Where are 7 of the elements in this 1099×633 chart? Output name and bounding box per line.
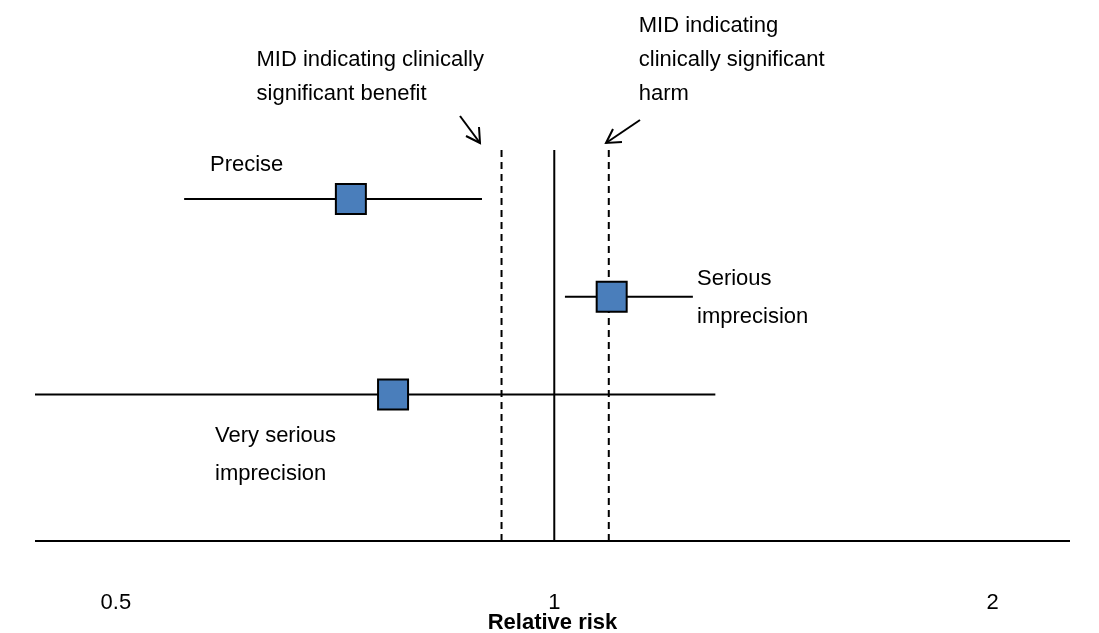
ref-line-label: MID indicating clinically significant benefit (256, 45, 485, 107)
annotation: Very serious imprecision (215, 421, 338, 487)
annotation: Serious imprecision (697, 264, 810, 330)
x-tick-label: 2 (986, 588, 999, 614)
annotation: Precise (210, 150, 285, 178)
x-tick-label: 0.5 (100, 588, 132, 614)
ref-line-label: MID indicating clinically significant harm (638, 11, 826, 107)
